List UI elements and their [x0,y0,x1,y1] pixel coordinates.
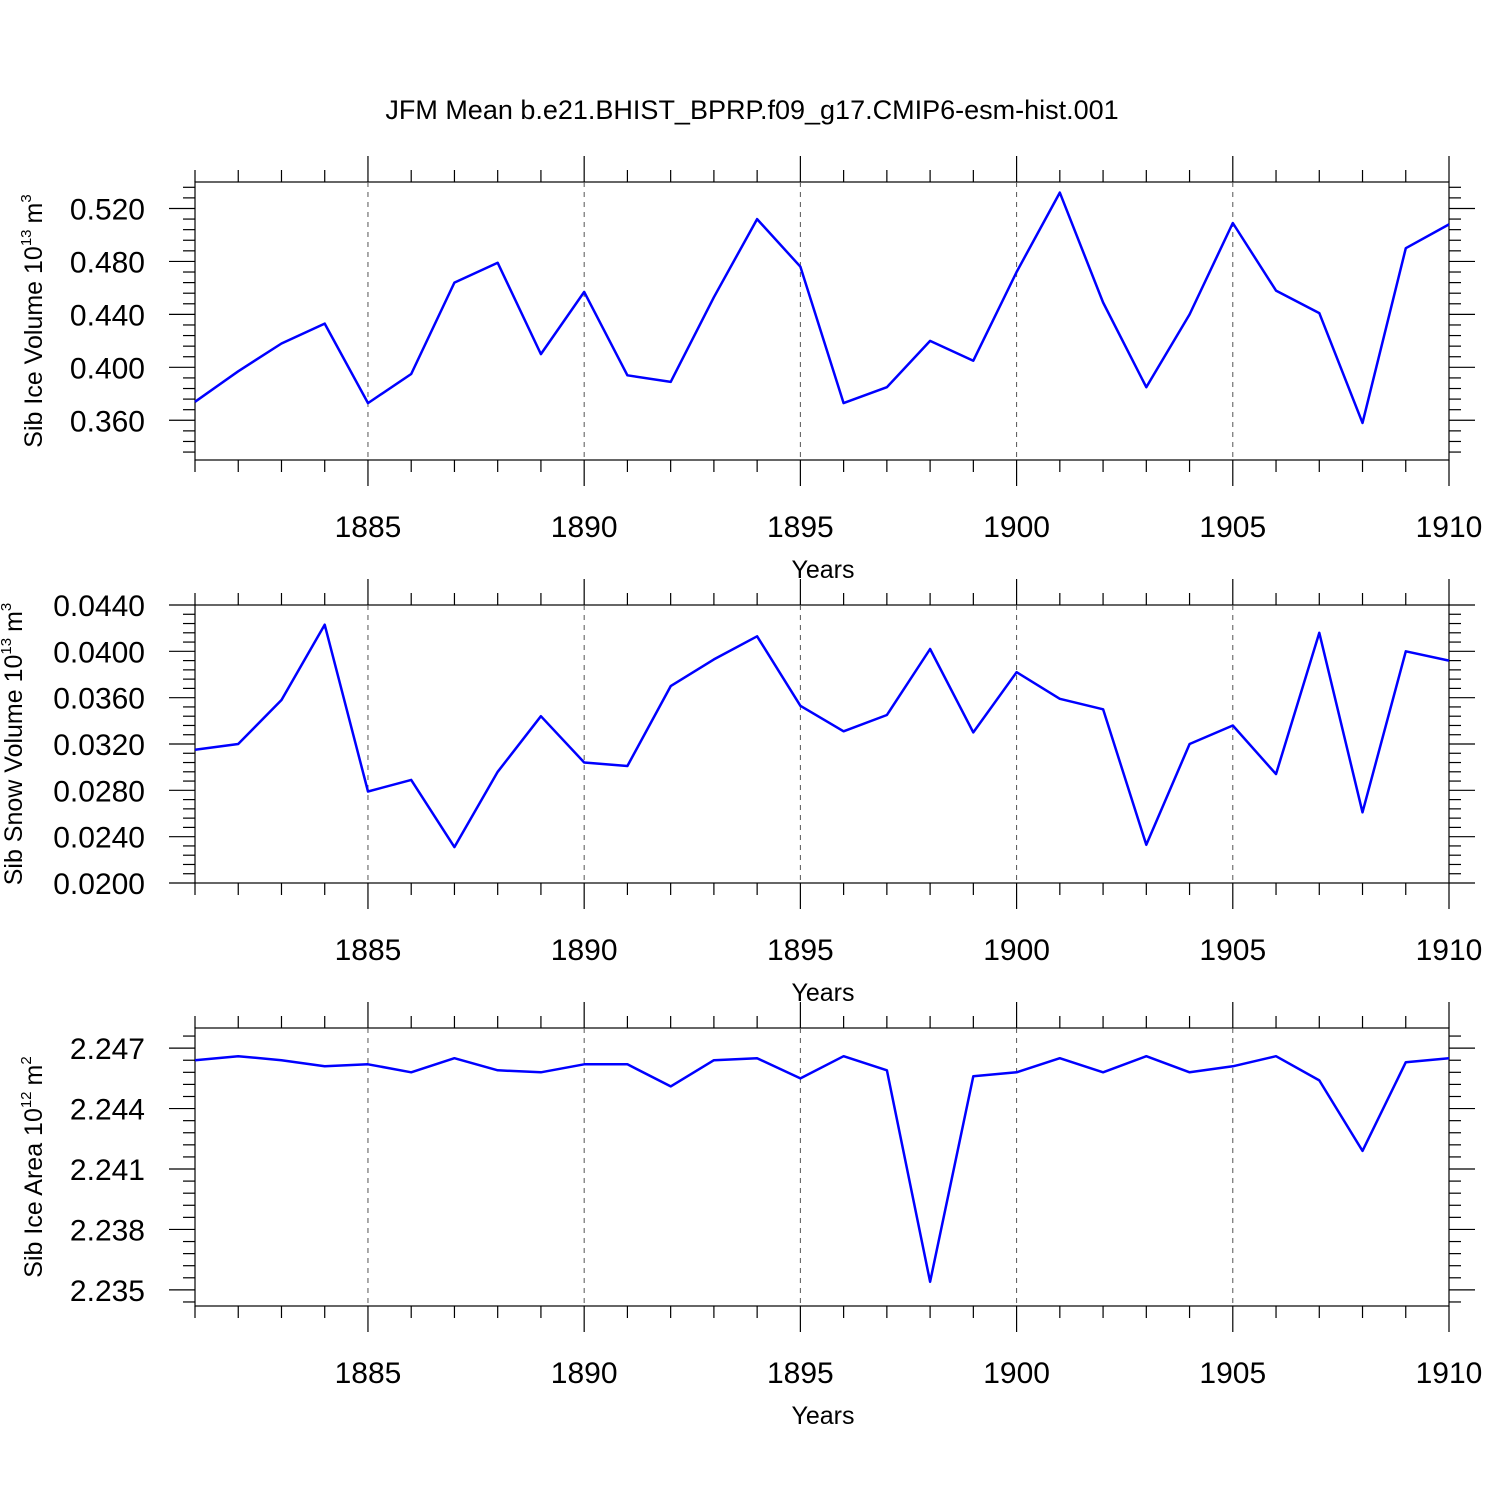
x-tick-label: 1885 [335,511,402,544]
x-tick-label: 1895 [767,511,834,544]
y-tick-label: 2.238 [70,1214,145,1247]
x-tick-label: 1905 [1199,511,1266,544]
y-tick-label: 0.0200 [53,868,145,901]
y-tick-label: 0.0440 [53,590,145,623]
y-tick-label: 2.247 [70,1033,145,1066]
y-tick-label: 2.241 [70,1154,145,1187]
y-axis-label: Sib Snow Volume 1013 m3 [0,603,28,886]
x-axis-label: Years [791,979,854,1007]
y-tick-label: 0.0240 [53,822,145,855]
x-tick-label: 1910 [1416,1357,1483,1390]
y-tick-label: 2.244 [70,1094,145,1127]
y-axis-label-unit-exponent: 3 [0,603,15,611]
x-tick-label: 1885 [335,1357,402,1390]
y-tick-label: 0.360 [70,405,145,438]
y-axis-label: Sib Ice Volume 1013 m3 [18,194,48,447]
x-axis-label: Years [791,556,854,584]
plot-frame [194,181,1450,461]
y-axis-label-text: Sib Snow Volume 10 [0,655,28,886]
y-tick-label: 0.0320 [53,729,145,762]
y-axis-label-exponent: 13 [18,229,35,246]
x-tick-label: 1905 [1199,1357,1266,1390]
panel-1: 1885 1890 1895 1900 1905 1910 0.360 0.400 0.440 0… [18,156,1482,584]
x-tick-label: 1895 [767,1357,834,1390]
y-axis-label-text: Sib Ice Volume 10 [20,246,48,448]
series-line [194,623,1450,849]
y-tick-label: 0.0400 [53,636,145,669]
series-line [194,1054,1450,1284]
y-tick-label: 0.0360 [53,683,145,716]
x-axis-label: Years [791,1402,854,1430]
y-axis-label-exponent: 12 [18,1091,35,1108]
series-line [194,191,1450,425]
y-axis-label-unit-exponent: 2 [18,1056,35,1064]
y-axis-label-text: Sib Ice Area 10 [20,1108,48,1278]
y-axis-label-unit-exponent: 3 [18,194,35,202]
plot-frame [194,1027,1450,1307]
x-tick-label: 1895 [767,934,834,967]
y-tick-label: 0.520 [70,193,145,226]
y-axis-label-unit: m [20,203,48,224]
x-tick-label: 1890 [551,511,618,544]
y-tick-label: 0.440 [70,299,145,332]
y-tick-label: 0.480 [70,246,145,279]
y-axis-label-unit: m [20,1065,48,1086]
x-tick-label: 1905 [1199,934,1266,967]
x-tick-label: 1890 [551,934,618,967]
panel-3: 1885 1890 1895 1900 1905 1910 2.235 2.238 2.241 2… [18,1002,1482,1430]
y-axis-label-exponent: 13 [0,638,15,655]
x-tick-label: 1910 [1416,511,1483,544]
y-axis-label-unit: m [0,611,28,632]
x-tick-label: 1900 [983,934,1050,967]
plot-frame [194,604,1450,884]
x-tick-label: 1900 [983,1357,1050,1390]
panel-2: 1885 1890 1895 1900 1905 1910 0.0200 0.0240 0.02… [0,579,1482,1007]
y-axis-label: Sib Ice Area 1012 m2 [18,1056,48,1277]
x-tick-label: 1885 [335,934,402,967]
figure-title: JFM Mean b.e21.BHIST_BPRP.f09_g17.CMIP6-… [385,95,1118,125]
y-tick-label: 0.0280 [53,775,145,808]
x-tick-label: 1900 [983,511,1050,544]
x-tick-label: 1910 [1416,934,1483,967]
panels: 1885 1890 1895 1900 1905 1910 0.360 0.400 0.440 0… [0,156,1482,1430]
y-tick-label: 0.400 [70,352,145,385]
y-tick-label: 2.235 [70,1275,145,1308]
x-tick-label: 1890 [551,1357,618,1390]
